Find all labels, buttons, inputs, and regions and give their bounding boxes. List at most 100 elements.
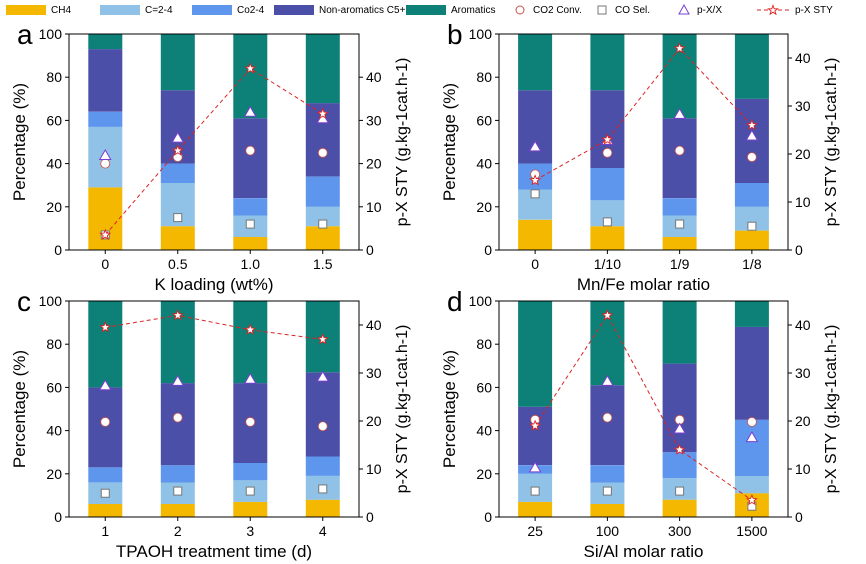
bar-c-2-nonaromatics <box>160 383 195 466</box>
co-sel-point-b-2 <box>602 217 612 227</box>
y-tick-label-d: 20 <box>476 466 492 482</box>
co-sel-point-a-2 <box>173 213 183 223</box>
y2-tick-label-a: 10 <box>366 199 382 215</box>
co-sel-point-b-1 <box>530 189 540 199</box>
y-tick-label-a: 80 <box>46 69 62 85</box>
bar-b-4-aromatics <box>734 34 769 99</box>
bar-d-3-nonaromatics <box>662 363 697 453</box>
x-axis-title-c: TPAOH treatment time (d) <box>116 542 312 561</box>
y-tick-label-d: 60 <box>476 379 492 395</box>
y2-tick-label-c: 0 <box>366 509 374 525</box>
co2-conv-point-b-3 <box>674 145 685 156</box>
y-tick-label-a: 20 <box>46 199 62 215</box>
x-tick-label-d: 300 <box>668 523 692 539</box>
y-axis-title-b: Percentage (%) <box>440 83 459 201</box>
px-sty-point-c-4 <box>316 333 329 345</box>
panel-letter-b: b <box>447 19 463 50</box>
x-tick-label-b: 1/8 <box>742 256 762 272</box>
co2-conv-point-c-1 <box>100 417 111 427</box>
y2-tick-label-c: 30 <box>366 365 382 381</box>
bar-d-3-ch4 <box>662 499 697 517</box>
y2-tick-label-d: 20 <box>795 413 811 429</box>
px-x-point-a-3 <box>243 105 257 117</box>
legend-co-sel-marker <box>594 4 610 16</box>
px-x-point-c-3 <box>243 372 257 384</box>
y2-tick-label-a: 0 <box>366 242 374 258</box>
y-tick-label-c: 100 <box>39 293 63 309</box>
px-x-point-b-3 <box>673 107 686 119</box>
y-tick-label-b: 60 <box>476 112 492 128</box>
bar-d-2-c24-paraffin <box>590 465 625 483</box>
y-tick-label-a: 60 <box>46 112 62 128</box>
bar-d-4-nonaromatics <box>734 326 769 420</box>
co2-conv-point-d-4 <box>746 417 757 427</box>
x-tick-label-d: 100 <box>596 523 620 539</box>
co2-conv-point-b-2 <box>602 147 613 158</box>
legend-nonaromatics-label: Non-aromatics C5+ <box>319 4 406 16</box>
co2-conv-point-d-2 <box>602 412 613 423</box>
y-tick-label-b: 0 <box>484 242 492 258</box>
bar-d-4-c24-olefin <box>734 476 769 494</box>
bar-c-3-c24-paraffin <box>233 463 268 481</box>
panel-letter-c: c <box>17 286 31 317</box>
x-tick-label-a: 0.5 <box>168 256 188 272</box>
y2-tick-label-c: 40 <box>366 317 382 333</box>
px-x-point-b-1 <box>528 140 542 152</box>
x-tick-label-d: 1500 <box>736 523 767 539</box>
bar-d-1-aromatics <box>518 301 553 407</box>
x-tick-label-b: 1/9 <box>670 256 690 272</box>
bar-d-2-nonaromatics <box>590 385 625 466</box>
co2-conv-point-a-1 <box>100 158 111 169</box>
panel-d: 0 20 40 60 80 100 0 10 20 30 40 25 100 300 1500 Si/Al m… <box>440 286 840 561</box>
bar-b-2-ch4 <box>590 226 625 250</box>
bar-c-2-c24-paraffin <box>160 465 195 483</box>
legend-px-sty: p-X STY <box>756 3 833 17</box>
y2-tick-label-a: 40 <box>366 69 382 85</box>
legend-c24-olefin: C=2-4 <box>100 3 173 17</box>
legend-c24-paraffin-label: Co2-4 <box>237 4 265 16</box>
bar-c-1-c24-paraffin <box>88 467 123 483</box>
legend-aromatics-swatch <box>406 5 446 15</box>
co-sel-point-b-4 <box>747 221 757 231</box>
legend-co2-conv-marker <box>512 4 528 16</box>
bar-d-4-aromatics <box>734 301 769 327</box>
y-tick-label-c: 40 <box>46 423 62 439</box>
axes-frame-a <box>68 33 360 251</box>
y-tick-label-b: 40 <box>476 156 492 172</box>
px-x-point-b-4 <box>745 129 759 141</box>
panel-a: 0 20 40 60 80 100 0 10 20 30 40 0 0.5 1.0 1.5 K loading… <box>10 19 411 294</box>
bar-b-1-nonaromatics <box>518 90 553 164</box>
bar-a-2-ch4 <box>160 226 195 250</box>
co-sel-point-c-3 <box>245 486 255 496</box>
px-sty-point-b-1 <box>529 174 542 186</box>
px-sty-point-c-3 <box>244 323 257 335</box>
y-tick-label-b: 80 <box>476 69 492 85</box>
bar-a-1-nonaromatics <box>88 49 123 112</box>
legend-aromatics-label: Aromatics <box>451 4 496 16</box>
x-axis-title-b: Mn/Fe molar ratio <box>577 275 710 294</box>
co-sel-point-b-3 <box>675 219 685 229</box>
legend-px-x-marker <box>676 4 692 16</box>
y2-axis-title-d: p-X STY (g.kg-1cat.h-1) <box>823 325 840 494</box>
px-sty-point-b-3 <box>673 42 686 54</box>
y-tick-label-a: 100 <box>39 26 63 42</box>
y2-tick-label-a: 30 <box>366 112 382 128</box>
co-sel-point-a-3 <box>245 219 255 229</box>
y2-tick-label-c: 10 <box>366 461 382 477</box>
axes-frame-c <box>68 300 360 518</box>
y-tick-label-b: 20 <box>476 199 492 215</box>
y-tick-label-b: 100 <box>469 26 493 42</box>
y-tick-label-c: 80 <box>46 336 62 352</box>
axes-frame-d <box>498 300 789 518</box>
co-sel-point-c-2 <box>173 486 183 496</box>
px-x-point-d-3 <box>673 422 686 434</box>
bar-c-3-aromatics <box>233 301 268 384</box>
px-x-point-a-2 <box>171 131 185 143</box>
bar-b-4-nonaromatics <box>734 98 769 183</box>
co-sel-point-a-4 <box>318 219 328 229</box>
px-sty-line-d <box>534 314 753 501</box>
y2-axis-title-c: p-X STY (g.kg-1cat.h-1) <box>394 325 411 494</box>
bar-c-4-nonaromatics <box>305 372 340 457</box>
px-sty-point-a-4 <box>316 107 329 120</box>
px-sty-point-a-3 <box>244 62 257 74</box>
